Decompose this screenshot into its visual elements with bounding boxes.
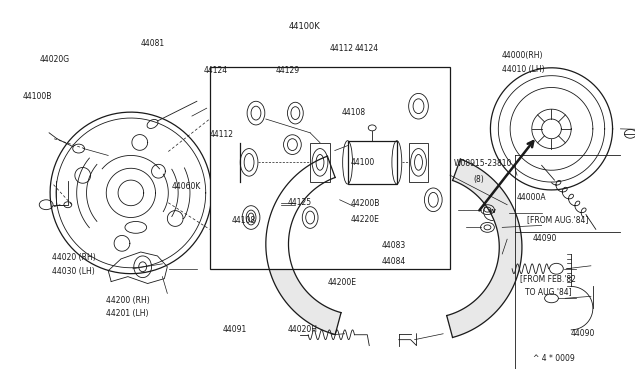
Text: 44000(RH): 44000(RH) xyxy=(502,51,543,60)
Text: W: W xyxy=(489,209,496,214)
Bar xyxy=(210,67,450,269)
Text: 44091: 44091 xyxy=(222,325,246,334)
Text: 44084: 44084 xyxy=(382,257,406,266)
Text: 44020G: 44020G xyxy=(40,55,70,64)
Bar xyxy=(409,142,428,182)
Polygon shape xyxy=(447,159,522,337)
Text: 44124: 44124 xyxy=(355,44,379,53)
Text: 44000A: 44000A xyxy=(516,193,547,202)
Text: 44081: 44081 xyxy=(140,39,164,48)
Text: 44200E: 44200E xyxy=(328,278,356,286)
Text: 44020 (RH): 44020 (RH) xyxy=(52,253,96,262)
Text: 44100: 44100 xyxy=(350,158,374,167)
Text: TO AUG.'84]: TO AUG.'84] xyxy=(525,287,572,296)
Text: 44112: 44112 xyxy=(210,130,234,139)
Text: [FROM AUG.'84]: [FROM AUG.'84] xyxy=(527,215,588,224)
Text: 44100K: 44100K xyxy=(289,22,320,31)
Polygon shape xyxy=(266,156,341,334)
Bar xyxy=(348,141,397,184)
Text: 44200 (RH): 44200 (RH) xyxy=(106,296,149,305)
Text: 44220E: 44220E xyxy=(350,215,379,224)
Bar xyxy=(296,193,327,212)
Text: (8): (8) xyxy=(473,175,484,184)
Text: 44125: 44125 xyxy=(287,198,311,207)
Text: 44200B: 44200B xyxy=(350,199,380,208)
Text: 44090: 44090 xyxy=(533,234,557,243)
Text: 44201 (LH): 44201 (LH) xyxy=(106,309,148,318)
Text: 44060K: 44060K xyxy=(172,182,201,191)
Text: 44020H: 44020H xyxy=(287,325,317,334)
Text: 44108: 44108 xyxy=(232,216,256,225)
Text: 44030 (LH): 44030 (LH) xyxy=(52,266,95,276)
Text: 44112: 44112 xyxy=(330,44,353,53)
Text: 44129: 44129 xyxy=(276,66,300,75)
Text: ^ 4 * 0009: ^ 4 * 0009 xyxy=(533,355,575,363)
Text: 44010 (LH): 44010 (LH) xyxy=(502,65,544,74)
Text: W08915-23810: W08915-23810 xyxy=(454,159,512,168)
Text: 44083: 44083 xyxy=(382,241,406,250)
Bar xyxy=(310,142,330,182)
Text: 44100B: 44100B xyxy=(22,92,52,101)
Text: [FROM FEB.'82: [FROM FEB.'82 xyxy=(520,274,577,283)
Text: 44124: 44124 xyxy=(204,66,227,75)
Text: 44108: 44108 xyxy=(342,108,366,117)
Text: 44090: 44090 xyxy=(571,329,595,338)
